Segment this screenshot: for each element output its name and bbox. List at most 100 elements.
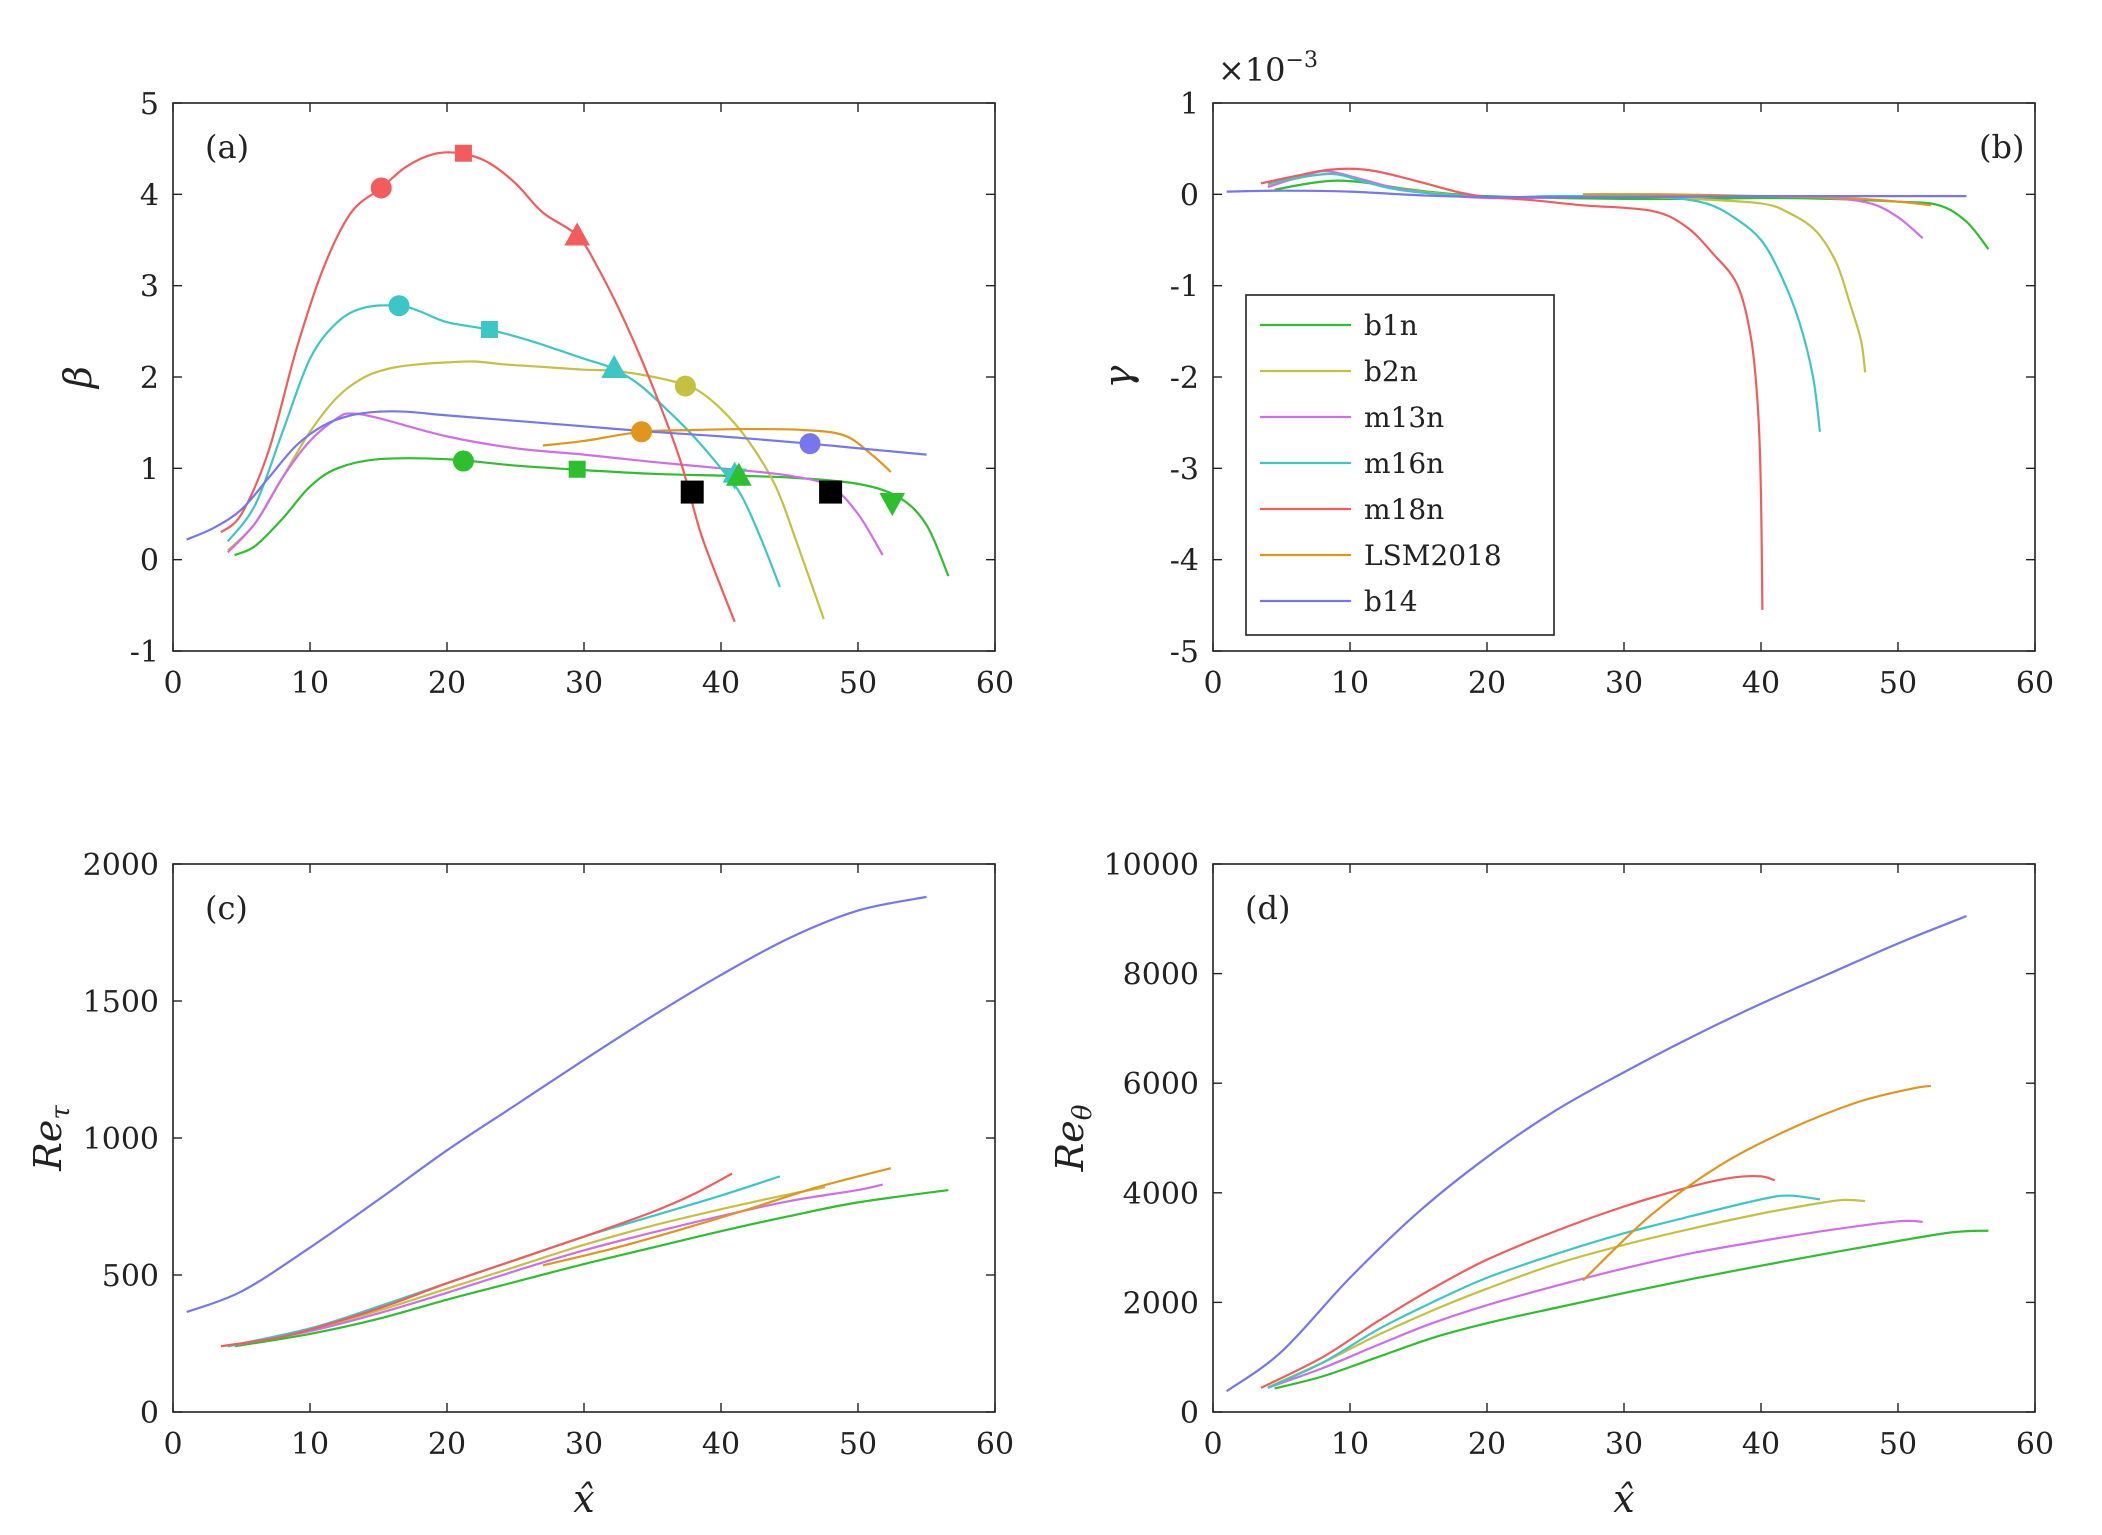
- panel-b: 0 10 20 30 40 50 60 -5 -4 -3 -2 -1 0 1 (b) γ ×10−3 b1n b2n…: [1096, 48, 2054, 701]
- x-tick-label: 50: [1879, 666, 1917, 701]
- x-tick-label: 30: [1605, 1427, 1643, 1462]
- series-line-m13n: [1267, 1219, 1923, 1389]
- y-tick-label: 5: [140, 87, 159, 122]
- y-tick-label: 2000: [1123, 1286, 1199, 1321]
- series-line-m18n: [220, 1172, 733, 1348]
- x-tick-label: 40: [702, 1427, 740, 1462]
- y-tick-label: 2: [140, 361, 159, 396]
- marker-m16n-triangle-up: [601, 354, 627, 378]
- x-tick-label: 60: [2016, 1427, 2054, 1462]
- legend-item-b14: b14: [1260, 585, 1418, 618]
- y-tick-label: -1: [1170, 270, 1199, 305]
- panel-c: 0 10 20 30 40 50 60 0 500 1000 1500 2000 (c) Reτ x̂: [26, 848, 1014, 1521]
- marker-black-square-large: [680, 480, 704, 504]
- series-line-m18n: [220, 151, 736, 623]
- series-line-m13n: [226, 412, 884, 556]
- marker-b1n-square: [568, 460, 586, 478]
- x-tick-label: 20: [428, 1427, 466, 1462]
- y-axis-label: γ: [1096, 365, 1140, 388]
- series-line-m13n: [227, 1183, 883, 1348]
- series-line-b14: [186, 410, 927, 541]
- y-tick-label: -4: [1170, 544, 1199, 579]
- y-exponent-label: ×10−3: [1218, 48, 1318, 89]
- x-tick-label: 10: [1331, 666, 1369, 701]
- series-line-m16n: [227, 1175, 781, 1348]
- x-tick-label: 10: [1331, 1427, 1369, 1462]
- x-tick-label: 0: [1203, 666, 1222, 701]
- y-tick-label: 0: [140, 1396, 159, 1431]
- y-tick-label: 0: [1180, 1396, 1199, 1431]
- series-group: [186, 895, 949, 1348]
- marker-b1n-circle: [452, 450, 474, 472]
- series-line-b14: [1226, 189, 1967, 199]
- legend-label: b2n: [1364, 355, 1418, 388]
- x-tick-label: 50: [1879, 1427, 1917, 1462]
- y-tick-label: 2000: [83, 848, 159, 883]
- y-tick-label: 4000: [1123, 1177, 1199, 1212]
- marker-m16n-square: [480, 321, 498, 339]
- x-tick-label: 30: [1605, 666, 1643, 701]
- y-axis-label: Reθ: [1048, 1104, 1098, 1172]
- x-tick-label: 60: [976, 1427, 1014, 1462]
- series-line-b1n: [1274, 1229, 1989, 1390]
- x-tick-label: 20: [428, 666, 466, 701]
- marker-black-square-large: [819, 480, 843, 504]
- marker-b2n-circle: [674, 375, 696, 397]
- y-tick-label: 1: [140, 452, 159, 487]
- y-tick-label: 1: [1180, 87, 1199, 122]
- x-tick-label: 40: [702, 666, 740, 701]
- series-line-b14: [186, 895, 927, 1314]
- x-tick-label: 30: [565, 1427, 603, 1462]
- legend-label: LSM2018: [1364, 539, 1502, 572]
- x-tick-label: 40: [1742, 666, 1780, 701]
- legend-item-b2n: b2n: [1260, 355, 1418, 388]
- plot-frame: [172, 863, 996, 1413]
- legend-item-m18n: m18n: [1260, 493, 1444, 526]
- x-tick-label: 30: [565, 666, 603, 701]
- x-tick-label: 0: [163, 1427, 182, 1462]
- marker-m16n-circle: [388, 295, 410, 317]
- y-tick-label: 4: [140, 178, 159, 213]
- marker-m18n-square: [454, 144, 472, 162]
- marker-m18n-circle: [370, 177, 392, 199]
- marker-m18n-triangle-up: [564, 222, 590, 246]
- panel-label: (b): [1979, 128, 2024, 166]
- y-axis-label: β: [56, 366, 100, 390]
- series-line-lsm2018: [1582, 1084, 1932, 1282]
- plot-frame: [1212, 863, 2036, 1413]
- legend-item-lsm2018: LSM2018: [1260, 539, 1502, 572]
- x-tick-label: 40: [1742, 1427, 1780, 1462]
- x-tick-label: 0: [1203, 1427, 1222, 1462]
- x-tick-label: 20: [1468, 1427, 1506, 1462]
- x-tick-label: 60: [2016, 666, 2054, 701]
- legend-item-m13n: m13n: [1260, 401, 1444, 434]
- x-tick-label: 0: [163, 666, 182, 701]
- y-tick-label: 1500: [83, 985, 159, 1020]
- series-line-b1n: [234, 457, 950, 577]
- legend-box: [1245, 294, 1555, 636]
- y-tick-label: 500: [102, 1259, 159, 1294]
- marker-b14-circle: [799, 433, 821, 455]
- y-tick-label: 1000: [83, 1122, 159, 1157]
- series-line-b2n: [1267, 1198, 1866, 1389]
- y-tick-label: -2: [1170, 361, 1199, 396]
- x-tick-label: 10: [291, 1427, 329, 1462]
- marker-b1n-triangle-up: [725, 462, 752, 486]
- series-line-b1n: [234, 1188, 949, 1348]
- y-tick-label: 6000: [1123, 1067, 1199, 1102]
- y-tick-label: 3: [140, 270, 159, 305]
- x-tick-label: 20: [1468, 666, 1506, 701]
- y-tick-label: -5: [1170, 635, 1199, 670]
- legend-label: m18n: [1364, 493, 1444, 526]
- panel-label: (d): [1245, 889, 1290, 927]
- legend-label: m13n: [1364, 401, 1444, 434]
- marker-lsm2018-circle: [631, 421, 653, 443]
- y-tick-label: -1: [130, 635, 159, 670]
- series-group: [186, 151, 950, 623]
- series-line-lsm2018: [542, 1167, 892, 1267]
- legend-label: b14: [1364, 585, 1418, 618]
- series-line-m16n: [226, 304, 781, 588]
- panel-d: 0 10 20 30 40 50 60 0 2000 4000 6000 8000 10000 (d) Re…: [1048, 848, 2054, 1521]
